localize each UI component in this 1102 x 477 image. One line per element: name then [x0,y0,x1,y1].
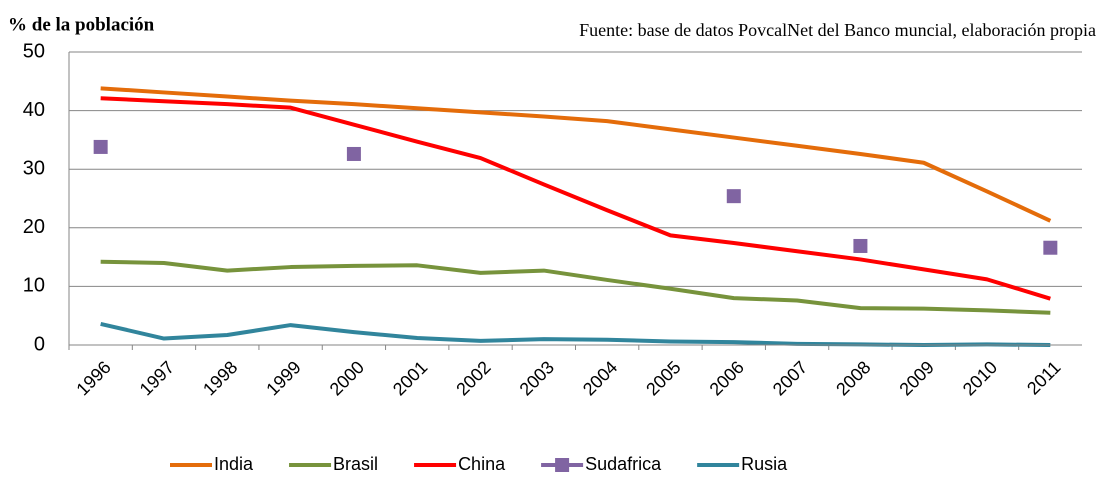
line [100,96,1051,301]
legend-label: India [214,454,254,474]
source-note: Fuente: base de datos PovcalNet del Banc… [579,20,1096,40]
line [100,259,1051,315]
marker [346,146,361,161]
line [100,321,1051,347]
x-tick-label: 1998 [199,357,241,399]
x-tick-label: 2004 [579,357,621,399]
y-tick-label: 0 [34,333,45,355]
y-tick-label: 40 [23,99,45,121]
x-tick-label: 2006 [706,357,748,399]
x-tick-label: 2000 [326,357,368,399]
marker [853,238,868,253]
x-tick-label: 1996 [72,357,114,399]
line [100,86,1052,223]
y-tick-label: 20 [23,216,45,238]
y-tick-label: 30 [23,157,45,179]
x-tick-label: 2002 [452,357,494,399]
x-tick-label: 2001 [389,357,431,399]
y-axis-title: % de la población [8,14,155,35]
y-tick-label: 50 [23,40,45,62]
x-tick-label: 1997 [136,357,178,399]
legend-marker [555,458,570,472]
x-tick-label: 2007 [769,357,811,399]
x-tick-label: 2011 [1023,357,1065,399]
x-tick-label: 2010 [959,357,1001,399]
x-tick-label: 2009 [895,357,937,399]
legend-label: Brasil [333,454,378,474]
marker [726,189,741,204]
x-tick-label: 2005 [642,357,684,399]
legend-label: Rusia [741,454,788,474]
x-tick-label: 2008 [832,357,874,399]
x-tick-label: 1999 [262,357,304,399]
x-tick-label: 2003 [516,357,558,399]
y-tick-label: 10 [23,275,45,297]
marker [93,139,108,154]
legend-label: Sudafrica [585,454,662,474]
marker [1043,240,1058,255]
legend-label: China [458,454,506,474]
